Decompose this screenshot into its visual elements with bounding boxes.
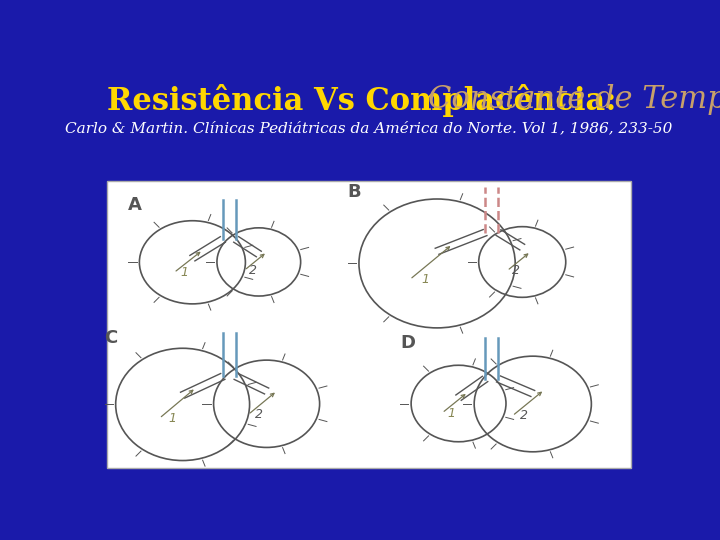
Text: B: B [348, 183, 361, 201]
Text: 1: 1 [181, 266, 189, 279]
Text: 1: 1 [447, 407, 456, 420]
Text: Constante de Tempo: Constante de Tempo [428, 84, 720, 114]
Text: Carlo & Martin. Clínicas Pediátricas da América do Norte. Vol 1, 1986, 233-50: Carlo & Martin. Clínicas Pediátricas da … [66, 121, 672, 135]
Text: D: D [400, 334, 415, 352]
FancyBboxPatch shape [107, 181, 631, 468]
Text: 1: 1 [168, 412, 176, 425]
Text: 2: 2 [255, 408, 263, 421]
Text: 1: 1 [421, 273, 429, 286]
Text: 2: 2 [512, 264, 520, 278]
Text: C: C [104, 329, 118, 347]
Text: 2: 2 [520, 409, 528, 422]
Text: 2: 2 [248, 264, 256, 277]
Text: Resistência Vs Complacência:: Resistência Vs Complacência: [107, 84, 627, 117]
Text: A: A [128, 196, 142, 214]
